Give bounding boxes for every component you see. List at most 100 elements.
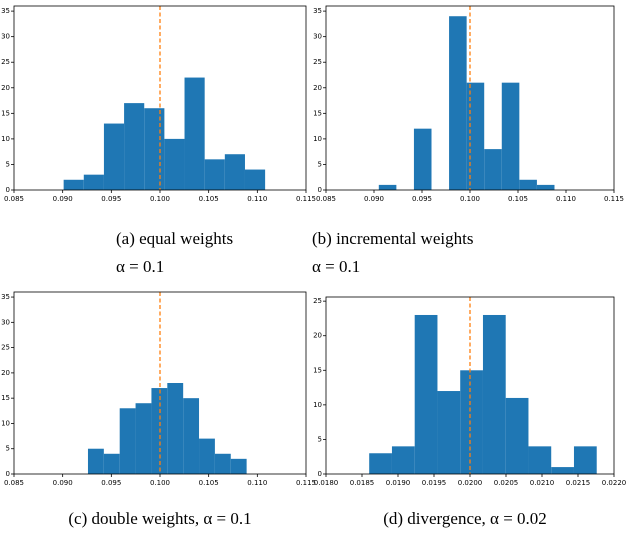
bar xyxy=(551,467,574,474)
y-tick-label: 35 xyxy=(1,7,10,15)
y-tick-label: 10 xyxy=(1,135,10,143)
y-tick-label: 25 xyxy=(1,344,10,352)
y-tick-label: 30 xyxy=(1,318,10,326)
bar xyxy=(204,159,225,190)
bar xyxy=(482,314,506,474)
x-tick-label: 0.0185 xyxy=(350,479,375,487)
y-tick-label: 30 xyxy=(1,33,10,41)
y-tick-label: 25 xyxy=(313,58,322,66)
bar xyxy=(573,446,597,474)
bar xyxy=(414,314,438,474)
bar xyxy=(135,403,152,474)
y-tick-label: 25 xyxy=(1,58,10,66)
y-tick-label: 5 xyxy=(6,445,10,453)
x-tick-label: 0.0215 xyxy=(566,479,591,487)
x-tick-label: 0.0195 xyxy=(422,479,447,487)
y-tick-label: 15 xyxy=(1,394,10,402)
y-tick-label: 30 xyxy=(313,33,322,41)
bar xyxy=(484,149,502,190)
bar xyxy=(528,446,552,474)
x-tick-label: 0.100 xyxy=(150,479,170,487)
x-tick-label: 0.090 xyxy=(53,479,73,487)
x-tick-label: 0.085 xyxy=(316,195,336,203)
x-tick-label: 0.110 xyxy=(247,195,267,203)
caption: α = 0.1 xyxy=(312,257,360,276)
caption: (d) divergence, α = 0.02 xyxy=(383,509,547,528)
x-tick-label: 0.115 xyxy=(604,195,624,203)
bar xyxy=(83,174,104,190)
bar xyxy=(466,82,485,190)
x-tick-label: 0.090 xyxy=(364,195,384,203)
bar xyxy=(214,453,231,474)
x-tick-label: 0.100 xyxy=(460,195,480,203)
x-tick-label: 0.0205 xyxy=(494,479,519,487)
y-tick-label: 0 xyxy=(6,470,10,478)
y-tick-label: 5 xyxy=(6,160,10,168)
x-tick-label: 0.105 xyxy=(199,195,219,203)
bar xyxy=(87,448,104,474)
y-tick-label: 15 xyxy=(313,366,322,374)
x-tick-label: 0.085 xyxy=(4,479,24,487)
y-tick-label: 0 xyxy=(318,470,322,478)
bar xyxy=(244,169,266,190)
y-tick-label: 0 xyxy=(6,186,10,194)
bar xyxy=(199,438,215,474)
x-tick-label: 0.0220 xyxy=(602,479,626,487)
caption: α = 0.1 xyxy=(116,257,164,276)
x-tick-label: 0.100 xyxy=(150,195,170,203)
x-tick-label: 0.115 xyxy=(296,479,316,487)
y-tick-label: 35 xyxy=(313,7,322,15)
bar xyxy=(378,184,397,190)
bar xyxy=(369,453,392,474)
y-tick-label: 10 xyxy=(1,419,10,427)
bar xyxy=(501,82,520,190)
bar xyxy=(184,77,205,190)
x-tick-label: 0.095 xyxy=(101,479,121,487)
caption: (a) equal weights xyxy=(116,229,233,248)
bar xyxy=(519,179,537,190)
x-tick-label: 0.110 xyxy=(247,479,267,487)
y-tick-label: 15 xyxy=(313,109,322,117)
bar xyxy=(103,123,125,190)
x-tick-label: 0.0190 xyxy=(386,479,411,487)
y-tick-label: 35 xyxy=(1,293,10,301)
y-tick-label: 20 xyxy=(1,84,10,92)
bar xyxy=(391,446,415,474)
y-tick-label: 10 xyxy=(313,135,322,143)
x-tick-label: 0.0210 xyxy=(530,479,555,487)
caption: (b) incremental weights xyxy=(312,229,473,248)
x-tick-label: 0.105 xyxy=(508,195,528,203)
bar xyxy=(413,128,432,190)
x-tick-label: 0.115 xyxy=(296,195,316,203)
y-tick-label: 5 xyxy=(318,160,322,168)
bar xyxy=(224,154,245,190)
bar xyxy=(449,16,467,190)
bar xyxy=(124,103,145,190)
y-tick-label: 20 xyxy=(313,332,322,340)
bar xyxy=(437,391,461,474)
y-tick-label: 10 xyxy=(313,401,322,409)
x-tick-label: 0.085 xyxy=(4,195,24,203)
x-tick-label: 0.095 xyxy=(412,195,432,203)
x-tick-label: 0.090 xyxy=(53,195,73,203)
caption: (c) double weights, α = 0.1 xyxy=(68,509,251,528)
x-tick-label: 0.095 xyxy=(101,195,121,203)
bar xyxy=(103,453,120,474)
bar xyxy=(505,397,529,474)
bar xyxy=(119,408,136,474)
x-tick-label: 0.0180 xyxy=(314,479,339,487)
bar xyxy=(167,383,184,474)
bar xyxy=(183,398,200,474)
y-tick-label: 20 xyxy=(313,84,322,92)
y-tick-label: 20 xyxy=(1,369,10,377)
bar xyxy=(230,458,247,474)
x-tick-label: 0.105 xyxy=(199,479,219,487)
y-tick-label: 5 xyxy=(318,435,322,443)
bar xyxy=(460,370,483,474)
y-tick-label: 0 xyxy=(318,186,322,194)
y-tick-label: 25 xyxy=(313,297,322,305)
bar xyxy=(164,138,185,190)
x-tick-label: 0.110 xyxy=(556,195,576,203)
x-tick-label: 0.0200 xyxy=(458,479,483,487)
